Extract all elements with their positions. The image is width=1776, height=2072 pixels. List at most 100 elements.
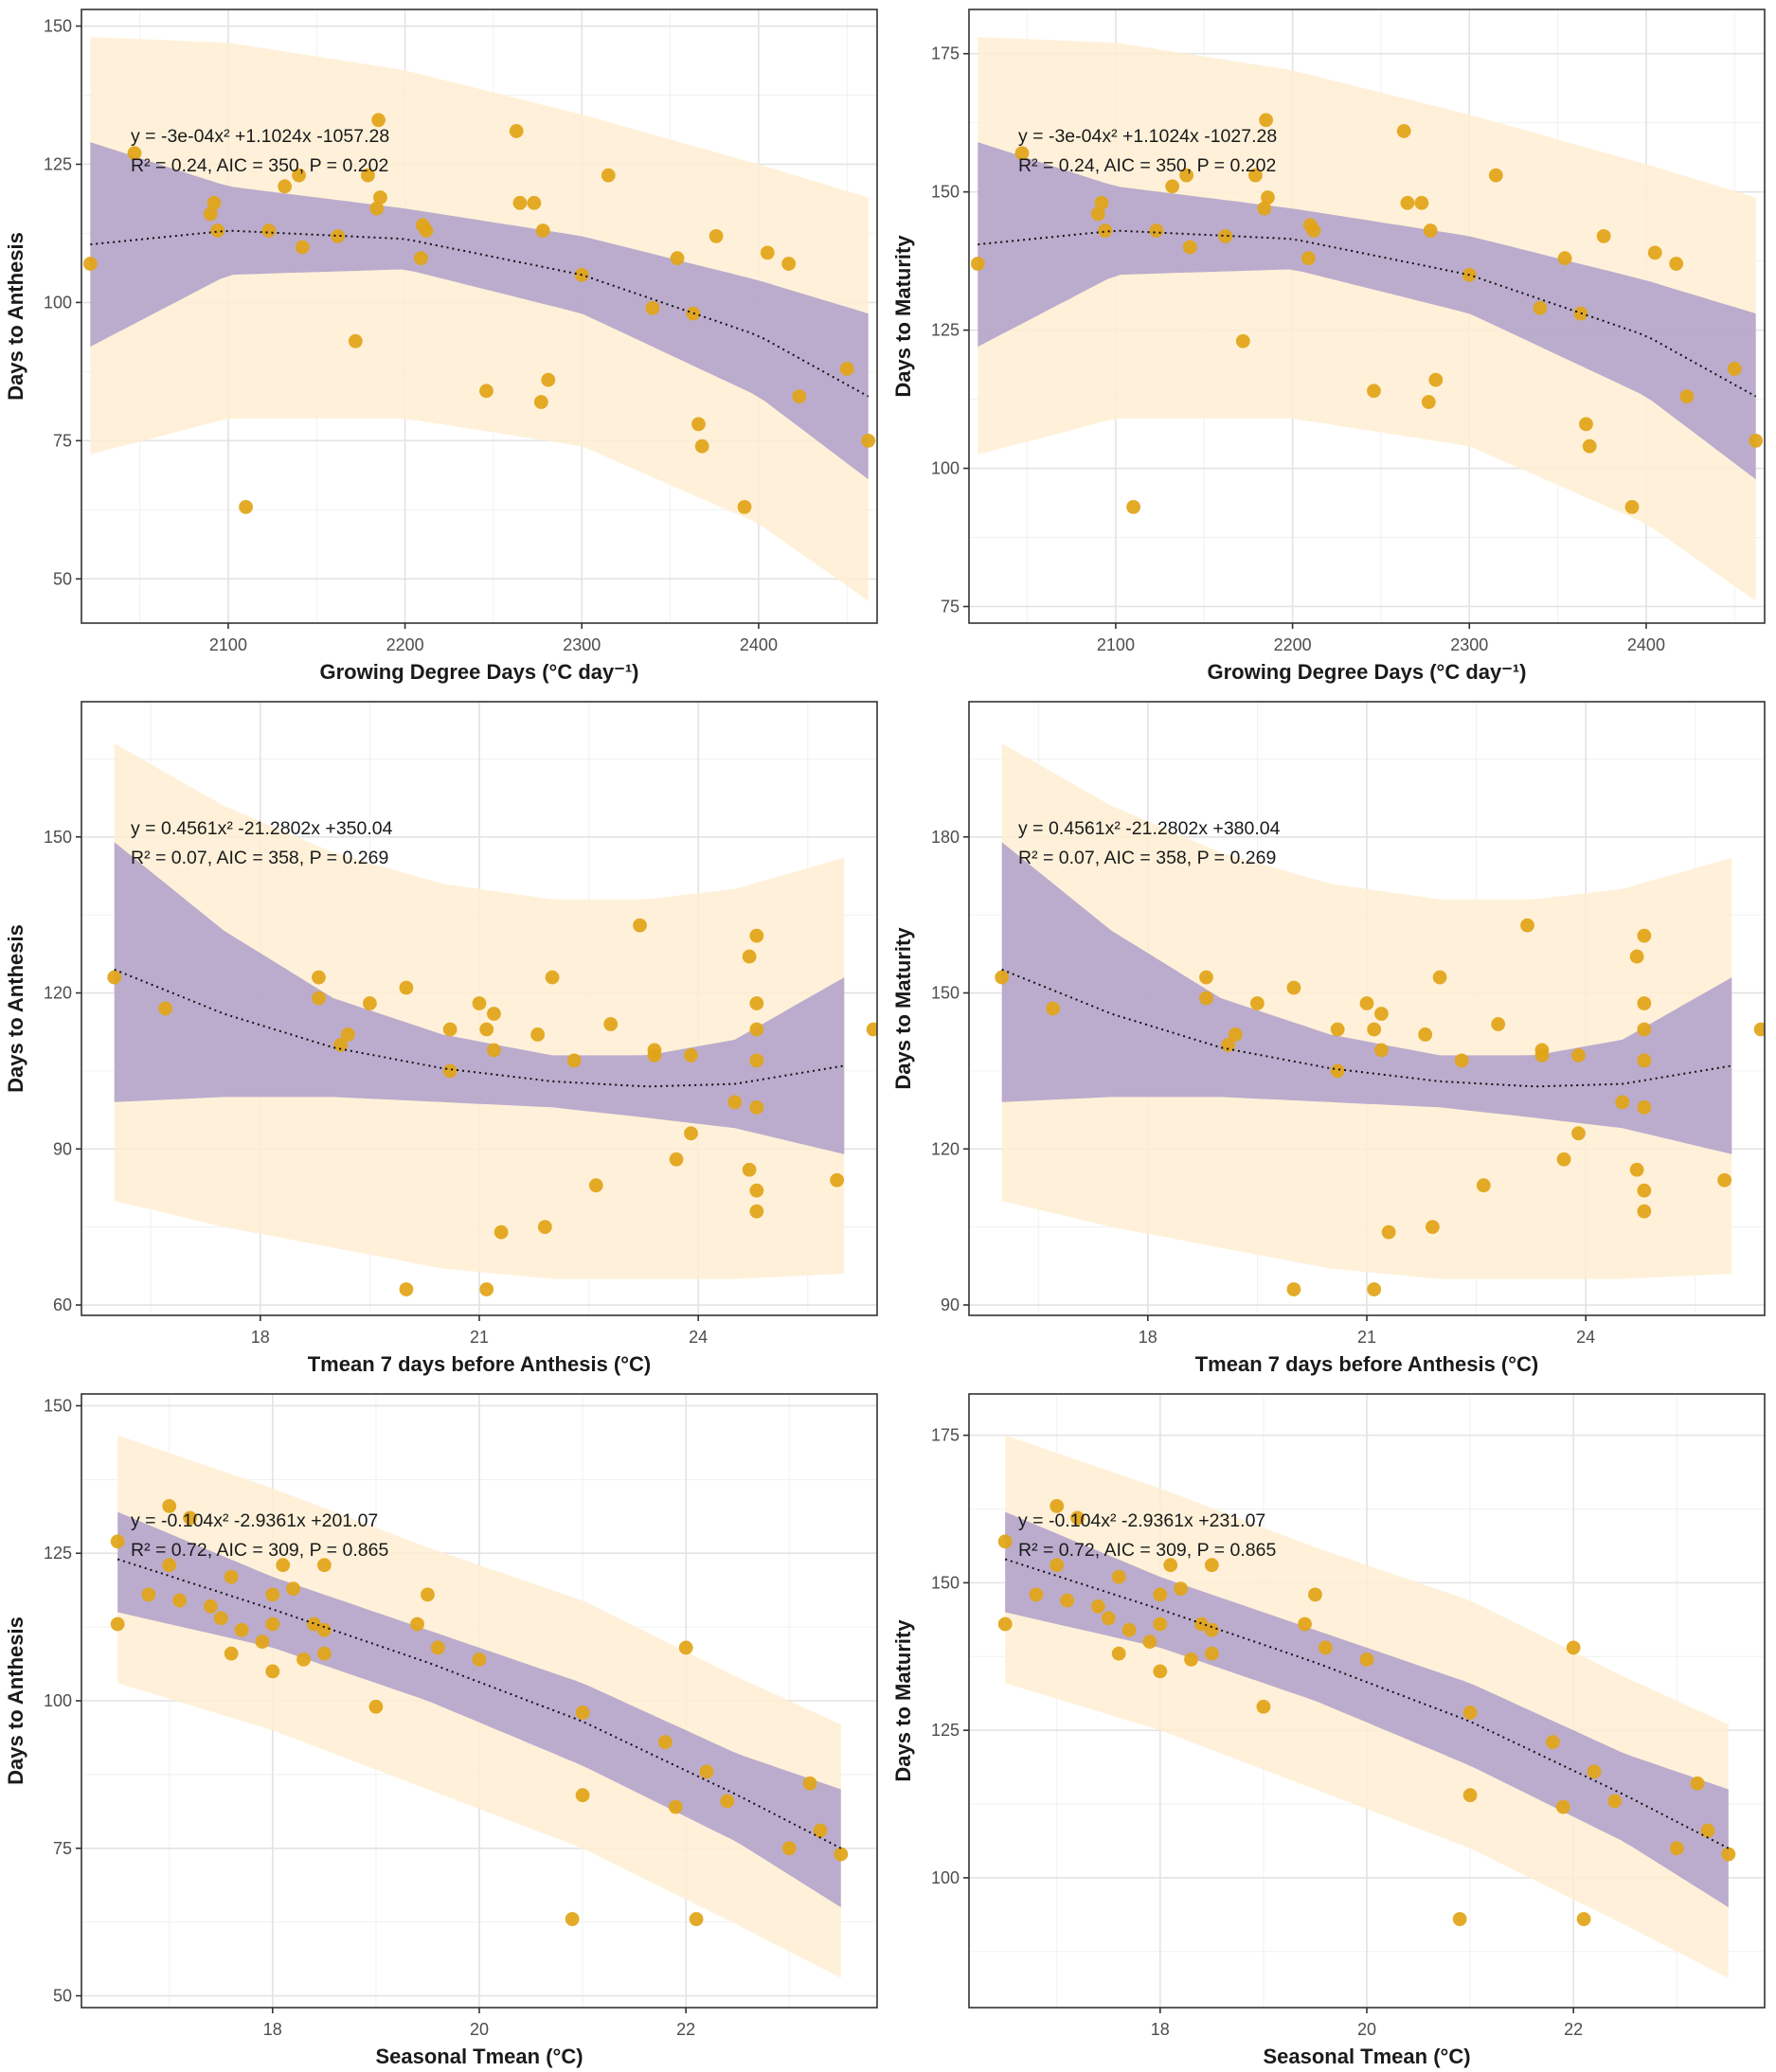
confidence-band — [1001, 842, 1732, 1154]
data-point — [1111, 1569, 1126, 1584]
data-point — [82, 257, 98, 271]
data-point — [295, 240, 310, 255]
data-point — [1749, 433, 1764, 448]
data-point — [487, 1007, 501, 1021]
data-point — [527, 195, 542, 210]
y-tick-label: 120 — [44, 984, 72, 1003]
y-tick-label: 75 — [941, 597, 960, 616]
data-point — [333, 1038, 348, 1052]
equation-label: y = -0.104x² -2.9361x +231.07 — [1018, 1510, 1265, 1531]
data-point — [861, 433, 876, 448]
data-point — [479, 384, 493, 399]
data-point — [566, 1053, 582, 1068]
data-point — [749, 996, 764, 1010]
data-point — [601, 168, 616, 183]
data-point — [430, 1640, 445, 1655]
x-tick-label: 2100 — [209, 635, 247, 654]
data-point — [1452, 1912, 1467, 1926]
plot-border — [81, 9, 878, 624]
data-point — [588, 1178, 603, 1193]
data-point — [603, 1017, 619, 1031]
data-point — [839, 362, 854, 376]
data-point — [1094, 195, 1109, 210]
plot-area — [969, 9, 1765, 623]
data-point — [110, 1617, 125, 1632]
stats-label: R² = 0.07, AIC = 358, P = 0.269 — [1018, 848, 1276, 868]
data-point — [669, 1152, 684, 1167]
data-point — [255, 1634, 270, 1650]
data-point — [1607, 1794, 1623, 1809]
data-point — [1533, 300, 1548, 315]
data-point — [1318, 1640, 1333, 1655]
y-tick-label: 175 — [931, 1426, 960, 1445]
equation-label: y = 0.4561x² -21.2802x +380.04 — [1018, 818, 1281, 839]
stats-label: R² = 0.24, AIC = 350, P = 0.202 — [131, 155, 388, 176]
data-point — [1182, 240, 1197, 255]
data-point — [1359, 1652, 1374, 1667]
data-point — [535, 223, 550, 238]
data-point — [1381, 1224, 1396, 1240]
y-tick-label: 150 — [931, 183, 960, 202]
data-point — [684, 1048, 698, 1063]
data-point — [265, 1587, 280, 1602]
data-point — [1454, 1053, 1469, 1068]
fit-curve — [114, 968, 845, 1088]
data-point — [1308, 1587, 1322, 1602]
data-point — [742, 1162, 757, 1177]
x-tick-label: 2300 — [563, 635, 601, 654]
data-point — [830, 1172, 845, 1188]
data-point — [1153, 1664, 1168, 1679]
stats-label: R² = 0.72, AIC = 309, P = 0.865 — [131, 1540, 388, 1561]
data-point — [206, 195, 222, 210]
data-point — [1367, 1022, 1382, 1037]
data-point — [312, 991, 326, 1006]
data-point — [472, 1652, 487, 1667]
data-point — [684, 1126, 698, 1141]
data-point — [1126, 500, 1140, 514]
data-point — [1579, 417, 1593, 432]
stats-label: R² = 0.72, AIC = 309, P = 0.865 — [1018, 1540, 1276, 1561]
data-point — [1235, 333, 1250, 348]
data-point — [1374, 1043, 1389, 1058]
data-point — [792, 389, 807, 404]
data-point — [1142, 1634, 1157, 1650]
data-point — [162, 1498, 177, 1513]
data-point — [1414, 195, 1429, 210]
data-point — [691, 417, 706, 432]
data-point — [1690, 1776, 1705, 1791]
data-point — [286, 1581, 301, 1597]
data-point — [760, 245, 775, 260]
data-point — [1367, 1282, 1382, 1296]
data-point — [1330, 1022, 1345, 1037]
y-axis-title: Days to Anthesis — [4, 924, 27, 1093]
data-point — [1090, 206, 1105, 222]
data-point — [1298, 1617, 1312, 1632]
data-point — [1374, 1007, 1389, 1021]
x-tick-label: 18 — [263, 2020, 282, 2039]
data-point — [371, 113, 386, 128]
data-point — [331, 228, 346, 243]
data-point — [1615, 1095, 1630, 1110]
data-point — [1637, 1183, 1652, 1198]
data-point — [1432, 970, 1447, 985]
y-tick-label: 180 — [931, 828, 960, 847]
data-point — [781, 1841, 797, 1856]
confidence-band — [1005, 1511, 1729, 1908]
data-point — [1259, 113, 1273, 128]
data-point — [1587, 1764, 1602, 1779]
data-point — [1101, 1611, 1116, 1626]
x-tick-label: 21 — [1357, 1328, 1376, 1347]
data-point — [162, 1558, 177, 1573]
data-point — [678, 1640, 693, 1655]
data-point — [348, 333, 363, 348]
x-tick-label: 2100 — [1097, 635, 1135, 654]
data-point — [575, 1706, 590, 1720]
data-point — [1257, 201, 1272, 216]
data-point — [727, 1095, 743, 1110]
data-point — [995, 970, 1010, 985]
data-point — [316, 1646, 332, 1661]
data-point — [203, 1599, 218, 1614]
prediction-band — [90, 37, 869, 601]
data-point — [834, 1847, 849, 1862]
data-point — [1049, 1498, 1065, 1513]
